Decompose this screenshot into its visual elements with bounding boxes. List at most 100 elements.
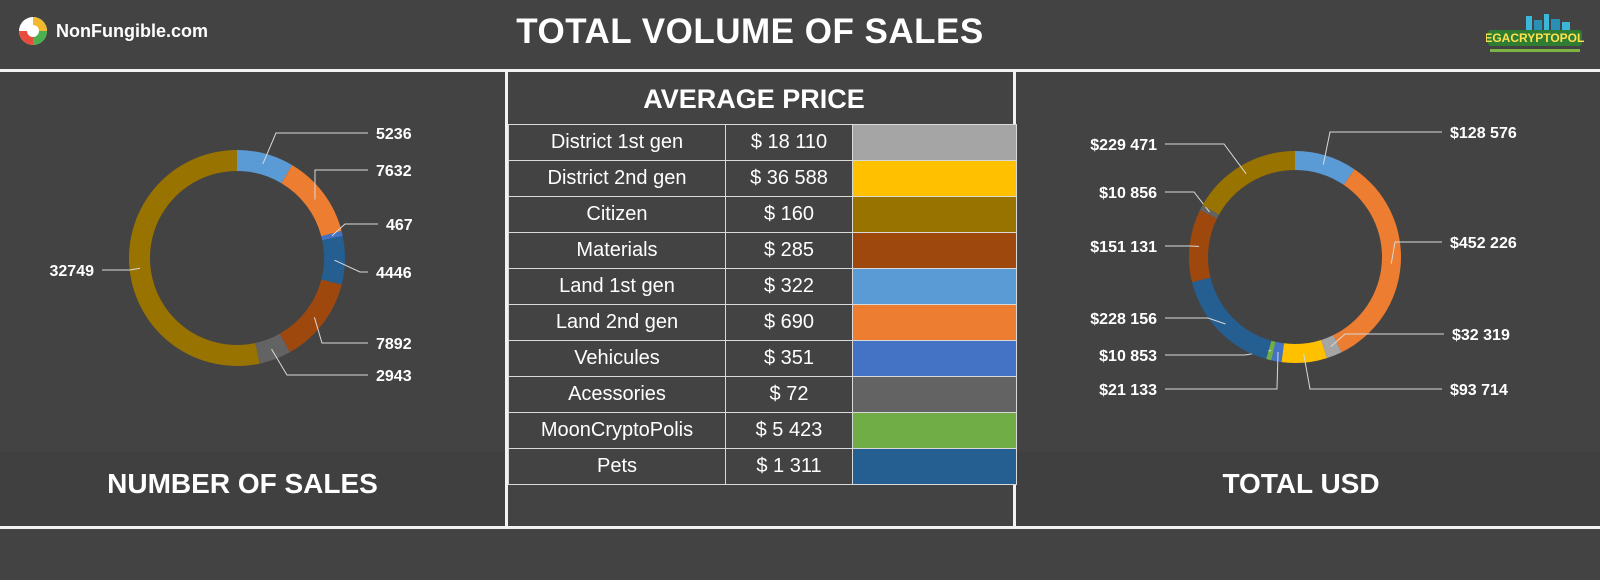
leader-line — [1390, 241, 1442, 264]
average-price-table: District 1st gen $ 18 110 District 2nd gen… — [508, 124, 1017, 485]
data-label: $229 471 — [1090, 137, 1157, 154]
price-row-color-swatch — [852, 340, 1017, 377]
number-of-sales-title: NUMBER OF SALES — [107, 468, 378, 499]
leader-line — [314, 169, 368, 200]
data-label: $10 856 — [1099, 185, 1157, 202]
donut-slice — [1295, 151, 1355, 185]
donut-slice — [128, 150, 260, 366]
data-label: $128 576 — [1450, 125, 1517, 142]
leader-line — [313, 317, 368, 344]
left-title-band — [0, 452, 505, 526]
data-label: $452 226 — [1450, 235, 1517, 252]
donut-slice — [1271, 341, 1284, 363]
price-row-label: MoonCryptoPolis — [508, 412, 726, 449]
leader-line — [262, 132, 368, 165]
price-row-color-swatch — [852, 124, 1017, 161]
data-label: $32 319 — [1452, 327, 1510, 344]
average-price-title: AVERAGE PRICE — [643, 84, 865, 114]
price-row-color-swatch — [852, 268, 1017, 305]
data-label: 4446 — [376, 265, 412, 282]
data-label: $10 853 — [1099, 348, 1157, 365]
price-row: Acessories $ 72 — [508, 376, 1017, 413]
price-row-label: Acessories — [508, 376, 726, 413]
brand-name: NonFungible.com — [56, 20, 208, 41]
price-row-label: Pets — [508, 448, 726, 485]
donut-slice — [279, 279, 342, 353]
price-row-value: $ 285 — [725, 232, 853, 269]
donut-slice — [281, 165, 342, 237]
donut-slice — [255, 333, 290, 364]
total-usd-donut-chart: $128 576 $452 226 $32 319 $93 714 $21 133 $10… — [1090, 125, 1517, 399]
data-label: 2943 — [376, 368, 412, 385]
price-row: Vehicules $ 351 — [508, 340, 1017, 377]
number-of-sales-donut-chart: 5236 7632 467 4446 7892 2943 32749 — [50, 126, 413, 385]
price-row-color-swatch — [852, 448, 1017, 485]
price-row-label: Citizen — [508, 196, 726, 233]
price-row-value: $ 690 — [725, 304, 853, 341]
price-row-color-swatch — [852, 196, 1017, 233]
left-divider — [505, 71, 508, 527]
leader-line — [1165, 351, 1279, 390]
price-row-value: $ 322 — [725, 268, 853, 305]
donut-slice — [321, 235, 346, 285]
price-row-value: $ 72 — [725, 376, 853, 413]
price-row-label: Vehicules — [508, 340, 726, 377]
price-row-value: $ 36 588 — [725, 160, 853, 197]
price-row-color-swatch — [852, 232, 1017, 269]
price-row-color-swatch — [852, 160, 1017, 197]
leader-line — [1303, 353, 1442, 390]
leader-line — [1165, 143, 1247, 175]
donut-slice — [1202, 151, 1295, 215]
price-row: Materials $ 285 — [508, 232, 1017, 269]
megacryptopolis-logo-icon: MEGACRYPTOPOLIS — [1486, 14, 1584, 52]
price-row-label: District 1st gen — [508, 124, 726, 161]
nonfungible-logo-icon — [19, 17, 47, 45]
leader-line — [1330, 333, 1444, 347]
price-row-value: $ 18 110 — [725, 124, 853, 161]
price-row-value: $ 160 — [725, 196, 853, 233]
price-row: MoonCryptoPolis $ 5 423 — [508, 412, 1017, 449]
data-label: 7892 — [376, 336, 412, 353]
data-label: 7632 — [376, 163, 412, 180]
price-row: Land 1st gen $ 322 — [508, 268, 1017, 305]
page-title: TOTAL VOLUME OF SALES — [516, 12, 984, 51]
price-row: District 2nd gen $ 36 588 — [508, 160, 1017, 197]
price-row: Pets $ 1 311 — [508, 448, 1017, 485]
price-row-label: Materials — [508, 232, 726, 269]
price-row-label: District 2nd gen — [508, 160, 726, 197]
leader-line — [1165, 317, 1226, 325]
brand: NonFungible.com — [18, 16, 208, 46]
footer-divider — [0, 526, 1600, 529]
data-label: 5236 — [376, 126, 412, 143]
leader-line — [102, 267, 141, 271]
total-usd-title: TOTAL USD — [1222, 468, 1380, 499]
donut-slice — [1333, 169, 1402, 353]
price-row-color-swatch — [852, 412, 1017, 449]
data-label: $151 131 — [1090, 239, 1157, 256]
data-label: 32749 — [50, 263, 95, 280]
price-row: Citizen $ 160 — [508, 196, 1017, 233]
price-row-color-swatch — [852, 304, 1017, 341]
price-row-color-swatch — [852, 376, 1017, 413]
right-title-band — [1016, 452, 1600, 526]
donut-slice — [237, 150, 293, 184]
svg-text:MEGACRYPTOPOLIS: MEGACRYPTOPOLIS — [1486, 31, 1584, 45]
price-row-label: Land 2nd gen — [508, 304, 726, 341]
data-label: 467 — [386, 217, 413, 234]
leader-line — [334, 259, 368, 273]
donut-slice — [1189, 210, 1218, 283]
data-label: $93 714 — [1450, 382, 1508, 399]
price-row-value: $ 5 423 — [725, 412, 853, 449]
donut-slice — [1281, 339, 1327, 363]
donut-slice — [1192, 277, 1272, 359]
data-label: $228 156 — [1090, 311, 1157, 328]
price-row-value: $ 351 — [725, 340, 853, 377]
leader-line — [331, 223, 378, 237]
price-row-value: $ 1 311 — [725, 448, 853, 485]
leader-line — [1322, 131, 1442, 165]
price-row: District 1st gen $ 18 110 — [508, 124, 1017, 161]
price-row-label: Land 1st gen — [508, 268, 726, 305]
header-divider — [0, 69, 1600, 72]
data-label: $21 133 — [1099, 382, 1157, 399]
price-row: Land 2nd gen $ 690 — [508, 304, 1017, 341]
